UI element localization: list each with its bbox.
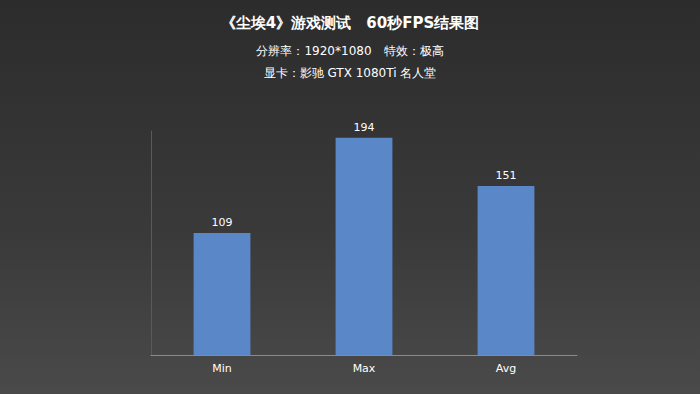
svg-text:Max: Max	[353, 362, 376, 375]
svg-text:Avg: Avg	[496, 362, 516, 375]
svg-text:194: 194	[354, 121, 375, 134]
svg-text:显卡：影驰 GTX 1080Ti 名人堂: 显卡：影驰 GTX 1080Ti 名人堂	[264, 66, 437, 80]
svg-text:Min: Min	[212, 362, 232, 375]
svg-text:151: 151	[496, 169, 517, 182]
svg-text:分辨率：1920*1080 特效：极高: 分辨率：1920*1080 特效：极高	[256, 44, 443, 58]
svg-text:《尘埃4》游戏测试 60秒FPS结果图: 《尘埃4》游戏测试 60秒FPS结果图	[221, 14, 479, 32]
svg-text:109: 109	[212, 216, 233, 229]
